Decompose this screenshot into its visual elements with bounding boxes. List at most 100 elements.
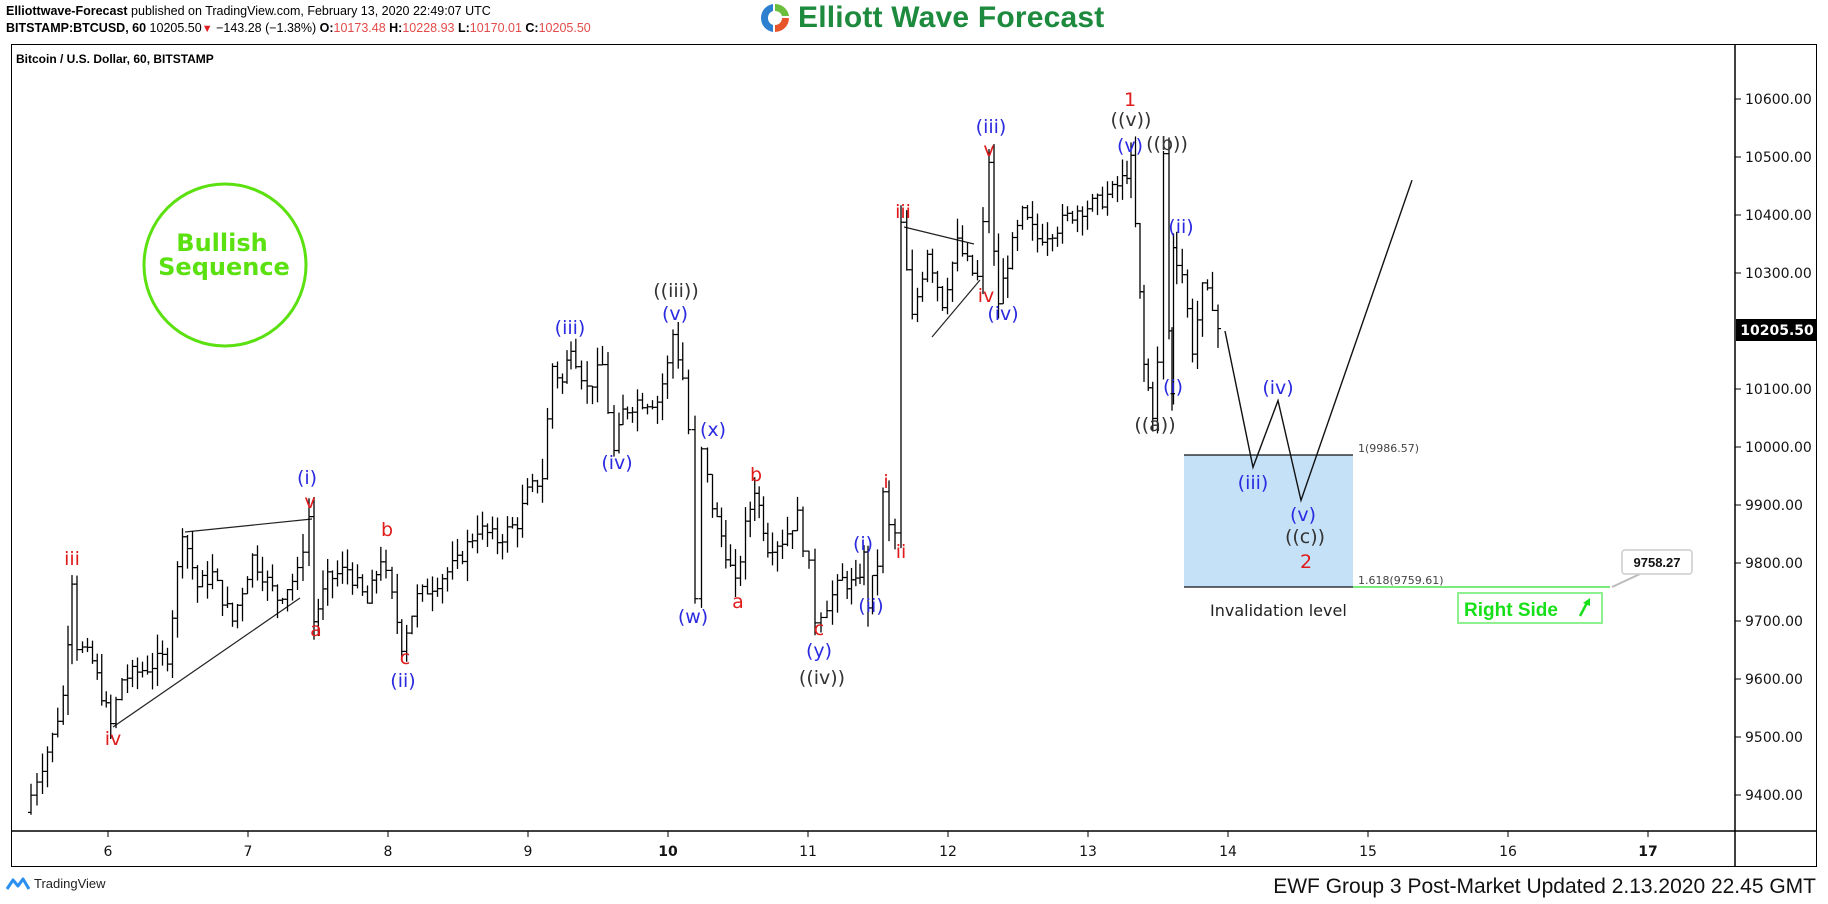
wave-label: (iii): [1238, 472, 1269, 494]
wave-label: b: [381, 519, 393, 541]
wave-label: (ii): [390, 670, 415, 692]
chart-frame[interactable]: [11, 44, 1817, 867]
price-tick-label: 9800.00: [1745, 556, 1803, 572]
callout-pointer: [1611, 573, 1641, 588]
symbol-quote-line: BITSTAMP:BTCUSD, 60 10205.50▼ −143.28 (−…: [6, 21, 591, 35]
tradingview-brand[interactable]: TradingView: [6, 876, 106, 891]
wave-label: c: [400, 647, 410, 669]
wave-label: (w): [678, 606, 708, 628]
time-tick-label: 14: [1219, 844, 1237, 860]
price-tick-label: 10600.00: [1745, 92, 1812, 108]
price-tick-label: 10500.00: [1745, 150, 1812, 166]
low-value: 10170.01: [469, 21, 522, 35]
wave-label: ii: [896, 541, 907, 563]
price-tick-label: 10400.00: [1745, 208, 1812, 224]
fib-100-label: 1(9986.57): [1358, 442, 1419, 455]
price-tick-label: 9600.00: [1745, 672, 1803, 688]
tradingview-logo-icon: [6, 877, 30, 890]
ohlc-bars: [28, 136, 1221, 815]
fib-target-zone: [1184, 455, 1353, 587]
publish-text: published on TradingView.com, February 1…: [127, 4, 491, 18]
right-side-box: [1457, 592, 1603, 624]
wave-label: a: [732, 591, 744, 613]
wave-label: (x): [700, 419, 726, 441]
update-note: EWF Group 3 Post-Market Updated 2.13.202…: [1273, 875, 1816, 898]
wave-label: ((a)): [1134, 414, 1175, 436]
time-tick-label: 7: [244, 844, 253, 860]
wave-label: (ii): [1168, 216, 1193, 238]
wave-label: (i): [853, 533, 873, 555]
wave-labels: iiiiv(i)vabc(ii)(iii)(iv)((iii))(v)(x)(w…: [64, 89, 1325, 750]
wave-label: (v): [1117, 135, 1143, 157]
price-tick-label: 10100.00: [1745, 382, 1812, 398]
high-label: H:: [389, 21, 403, 35]
time-tick-label: 17: [1638, 844, 1657, 860]
symbol: BITSTAMP:BTCUSD, 60: [6, 21, 147, 35]
time-tick-label: 11: [799, 844, 817, 860]
wave-label: iii: [895, 201, 911, 223]
badge-line1: Bullish: [176, 229, 267, 257]
open-value: 10173.48: [333, 21, 386, 35]
wave-label: v: [304, 491, 315, 513]
wave-label: (iv): [1262, 377, 1293, 399]
high-value: 10228.93: [402, 21, 455, 35]
wave-label: b: [750, 464, 762, 486]
open-label: O:: [319, 21, 334, 35]
wave-label: iv: [105, 728, 122, 750]
wave-label: ((iv)): [799, 667, 845, 689]
last-price-tag: [1736, 319, 1817, 341]
wave-label: (v): [1290, 504, 1316, 526]
wave-label: 1: [1124, 89, 1136, 111]
bullish-sequence-badge: [142, 182, 308, 348]
time-tick-label: 6: [104, 844, 113, 860]
wave-label: iv: [978, 285, 995, 307]
price-tick-label: 10300.00: [1745, 266, 1812, 282]
price-tick-label: 9700.00: [1745, 614, 1803, 630]
close-value: 10205.50: [538, 21, 591, 35]
close-label: C:: [525, 21, 539, 35]
triangle-lower-line-1: [112, 597, 301, 728]
wave-label: (iii): [976, 116, 1007, 138]
wave-label: (iii): [555, 317, 586, 339]
fib-1618-label: 1.618(9759.61): [1358, 574, 1444, 587]
time-tick-label: 15: [1359, 844, 1377, 860]
tradingview-text: TradingView: [34, 876, 106, 891]
right-side-label: Right Side: [1464, 600, 1558, 621]
publisher-name: Elliottwave-Forecast: [6, 4, 128, 18]
ewf-logo: Elliott Wave Forecast: [758, 1, 1105, 35]
price-tick-label: 9400.00: [1745, 788, 1803, 804]
wave-label: ((b)): [1146, 133, 1188, 155]
last-price: 10205.50: [149, 21, 202, 35]
price-change: −143.28 (−1.38%): [216, 21, 317, 35]
wave-label: a: [310, 619, 322, 641]
last-price-tag-text: 10205.50: [1740, 323, 1814, 339]
wave-label: (i): [1163, 376, 1183, 398]
wave-label: (i): [297, 467, 317, 489]
callout-price: 9758.27: [1634, 555, 1681, 570]
price-callout[interactable]: [1621, 549, 1693, 575]
time-tick-label: 12: [939, 844, 957, 860]
time-tick-label: 16: [1499, 844, 1517, 860]
price-tick-label: 9500.00: [1745, 730, 1803, 746]
wave-label: (v): [662, 303, 688, 325]
wave-label: (iv): [601, 452, 632, 474]
wave-label: ((v)): [1111, 109, 1152, 131]
down-triangle-icon: ▼: [201, 23, 213, 35]
price-tick-label: 10000.00: [1745, 440, 1812, 456]
wave-label: c: [814, 618, 824, 640]
price-tick-label: 9900.00: [1745, 498, 1803, 514]
wave-label: (y): [806, 640, 832, 662]
low-label: L:: [457, 21, 470, 35]
wave-label: i: [883, 471, 888, 493]
time-tick-label: 13: [1079, 844, 1097, 860]
invalidation-label: Invalidation level: [1210, 601, 1347, 620]
wave-label: 2: [1300, 551, 1312, 573]
plot-title: Bitcoin / U.S. Dollar, 60, BITSTAMP: [16, 52, 214, 66]
logo-text: Elliott Wave Forecast: [798, 1, 1105, 34]
time-tick-label: 10: [658, 844, 678, 860]
price-axis[interactable]: 10600.00 10500.00 10400.00 10300.00 10100.00…: [1735, 92, 1812, 804]
time-axis[interactable]: 6 7 8 9 10 11 12 13 14 15 16 17: [104, 831, 1658, 860]
triangle-upper-line-1: [184, 518, 313, 533]
projection-path: [1224, 179, 1413, 503]
